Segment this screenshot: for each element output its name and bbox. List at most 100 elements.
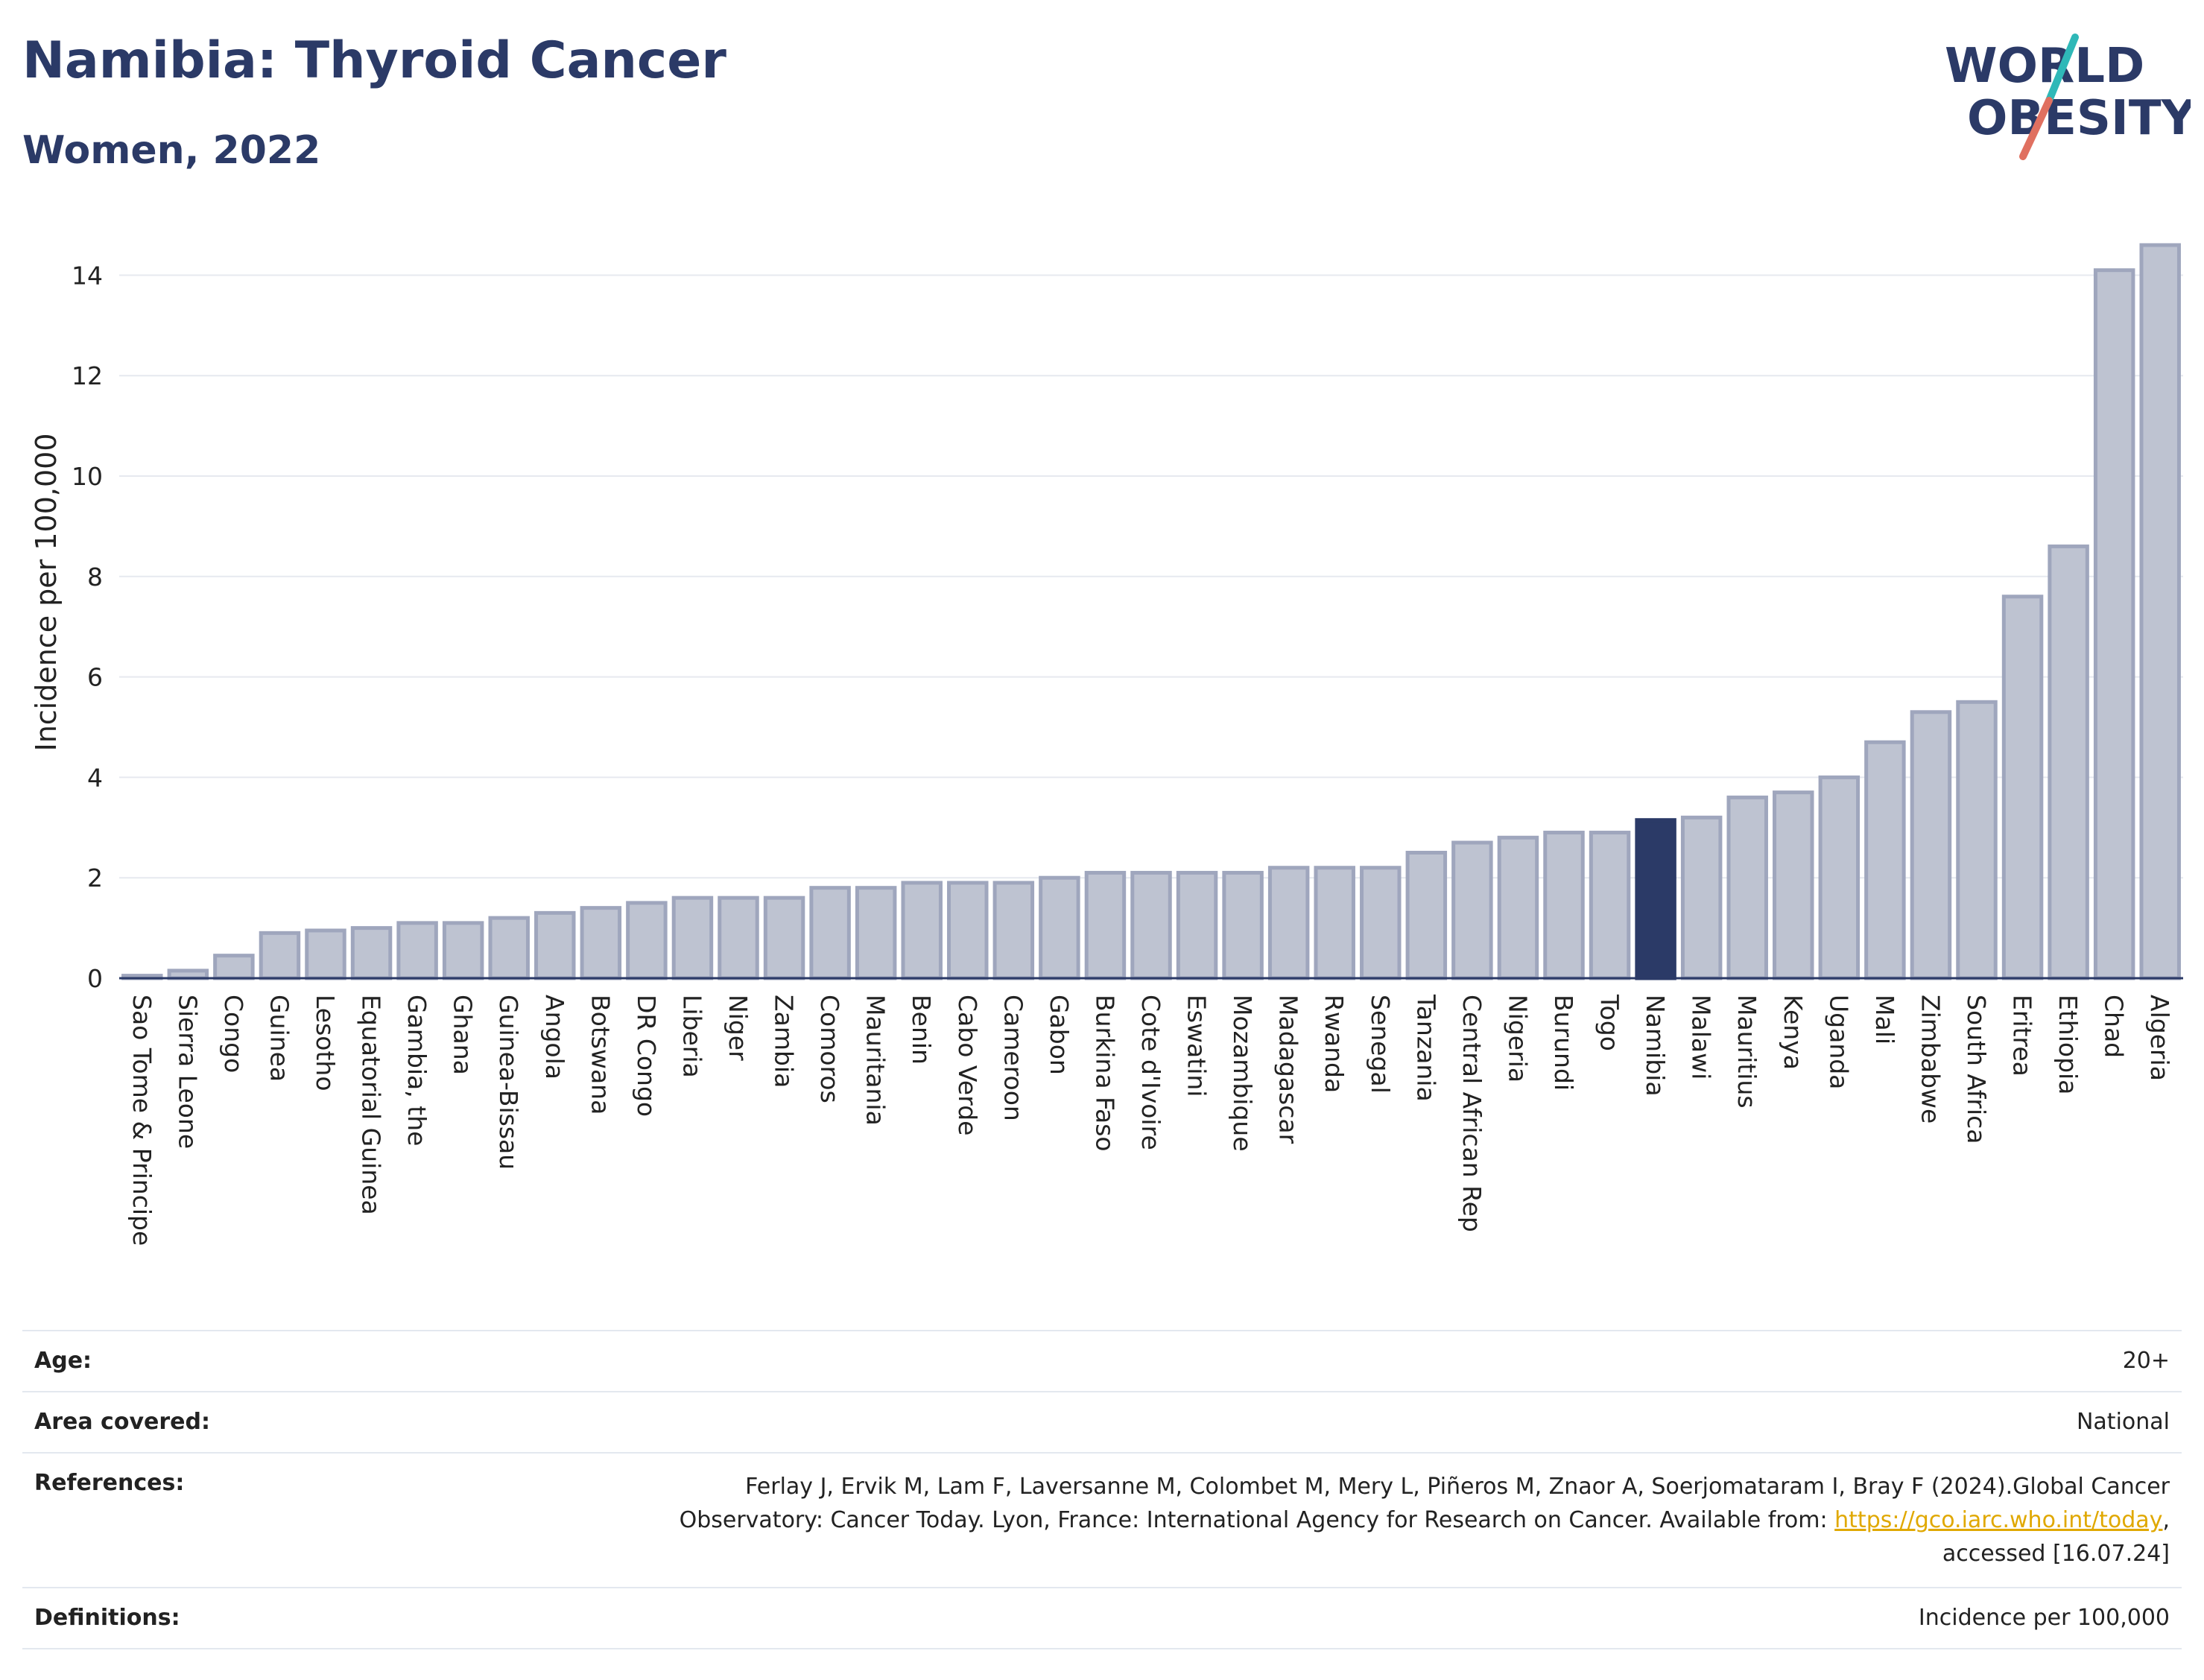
chart-subtitle: Women, 2022 (22, 128, 321, 173)
bar (167, 969, 209, 980)
bar-chart: 0 2 4 6 8 10 12 14 Sao Tome & Principe Sierra Leo… (30, 243, 2183, 1246)
x-tick-label: Cote d'Ivoire (1136, 995, 1165, 1150)
x-tick-label: Mauritania (861, 995, 890, 1126)
y-tick-label: 6 (87, 663, 103, 692)
bar (1084, 870, 1127, 980)
bar (855, 886, 897, 980)
references-value: Ferlay J, Ervik M, Lam F, Laversanne M, … (680, 1470, 2170, 1570)
x-tick-label: Guinea-Bissau (494, 995, 523, 1170)
info-row-references: References: Ferlay J, Ervik M, Lam F, La… (22, 1452, 2182, 1587)
x-tick-label: Congo (219, 995, 248, 1073)
bar (1726, 795, 1768, 980)
bar (2001, 595, 2044, 980)
x-tick-label: Sao Tome & Principe (127, 995, 156, 1246)
bar (305, 928, 346, 980)
x-tick-label: South Africa (1962, 995, 1991, 1144)
x-tick-label: Nigeria (1503, 995, 1532, 1083)
bar (1405, 851, 1448, 980)
bar (534, 910, 576, 980)
definitions-label: Definitions: (34, 1605, 180, 1631)
references-link[interactable]: https://gco.iarc.who.int/today (1834, 1507, 2163, 1533)
info-table: Age: 20+ Area covered: National Referenc… (22, 1330, 2182, 1649)
info-row-age: Age: 20+ (22, 1330, 2182, 1391)
x-tick-label: DR Congo (632, 995, 661, 1117)
bar (213, 954, 255, 980)
references-line-2-pre: Observatory: Cancer Today. Lyon, France:… (679, 1507, 1835, 1533)
labels: 0 2 4 6 8 10 12 14 Sao Tome & Principe Sierra Leo… (72, 261, 2174, 1246)
bar (1956, 700, 1998, 980)
bar (1497, 835, 1539, 980)
bar (947, 881, 989, 980)
logo-line-1: WORLD (1945, 39, 2144, 94)
x-tick-label: Central African Rep (1457, 995, 1486, 1232)
x-tick-label: Cabo Verde (953, 995, 982, 1135)
area-label: Area covered: (34, 1409, 210, 1435)
x-tick-label: Namibia (1641, 995, 1670, 1097)
bar (1864, 740, 1906, 980)
bar (1039, 875, 1080, 980)
bar (1360, 866, 1402, 980)
y-tick-label: 14 (72, 261, 103, 290)
x-tick-label: Rwanda (1320, 995, 1349, 1093)
definitions-value: Incidence per 100,000 (1918, 1605, 2170, 1631)
logo-slash-teal (2045, 34, 2079, 104)
y-tick-label: 2 (87, 863, 103, 893)
x-tick-label: Sierra Leone (173, 995, 202, 1149)
x-tick-label: Equatorial Guinea (357, 995, 386, 1215)
logo-line-2: OBESITY (1967, 91, 2191, 146)
references-line-2-post: , (2162, 1507, 2170, 1533)
x-tick-label: Comoros (815, 995, 844, 1103)
references-label: References: (34, 1470, 185, 1496)
x-tick-label: Algeria (2145, 995, 2174, 1081)
y-tick-label: 8 (87, 562, 103, 592)
x-tick-label: Burundi (1549, 995, 1578, 1091)
bar (2048, 544, 2089, 980)
age-value: 20+ (2122, 1348, 2170, 1374)
x-tick-label: Ghana (449, 995, 478, 1075)
references-line-1: Ferlay J, Ervik M, Lam F, Laversanne M, … (745, 1474, 2170, 1500)
bar (1818, 775, 1861, 980)
bar (1130, 870, 1172, 980)
references-line-3: accessed [16.07.24] (1942, 1541, 2170, 1567)
bar (809, 886, 851, 980)
x-tick-label: Senegal (1366, 995, 1395, 1094)
bar (671, 896, 714, 980)
x-tick-label: Guinea (265, 995, 294, 1082)
bar (1773, 790, 1814, 980)
x-tick-label: Malawi (1687, 995, 1716, 1080)
bar (1314, 866, 1355, 980)
chart-title: Namibia: Thyroid Cancer (22, 31, 726, 90)
y-tick-label: 10 (72, 462, 103, 491)
x-tick-label: Cameroon (998, 995, 1027, 1121)
age-label: Age: (34, 1348, 92, 1374)
bar (992, 881, 1035, 980)
x-tick-label: Zimbabwe (1916, 995, 1945, 1123)
bar (1589, 831, 1631, 980)
x-tick-label: Niger (723, 995, 753, 1061)
bar (901, 881, 943, 980)
bar (718, 896, 759, 980)
bar (2093, 268, 2135, 980)
x-tick-label: Mozambique (1228, 995, 1257, 1152)
x-tick-label: Gambia, the (402, 995, 431, 1146)
bars (121, 243, 2181, 980)
bar (1680, 815, 1723, 980)
x-tick-label: Kenya (1779, 995, 1808, 1070)
y-tick-label: 0 (87, 964, 103, 993)
logo-slash-coral (2019, 97, 2053, 160)
x-tick-label: Madagascar (1274, 995, 1303, 1144)
x-tick-label: Benin (907, 995, 936, 1065)
bar (1176, 870, 1218, 980)
bar (442, 921, 484, 980)
x-tick-label: Zambia (770, 995, 799, 1088)
bar (350, 926, 393, 980)
bar (259, 931, 301, 980)
y-tick-label: 12 (72, 361, 103, 390)
bar (1222, 870, 1264, 980)
x-tick-label: Eritrea (2008, 995, 2037, 1077)
bar (1543, 831, 1585, 980)
bar (763, 896, 805, 980)
y-tick-label: 4 (87, 763, 103, 792)
area-value: National (2076, 1409, 2170, 1435)
x-tick-label: Tanzania (1411, 994, 1440, 1102)
